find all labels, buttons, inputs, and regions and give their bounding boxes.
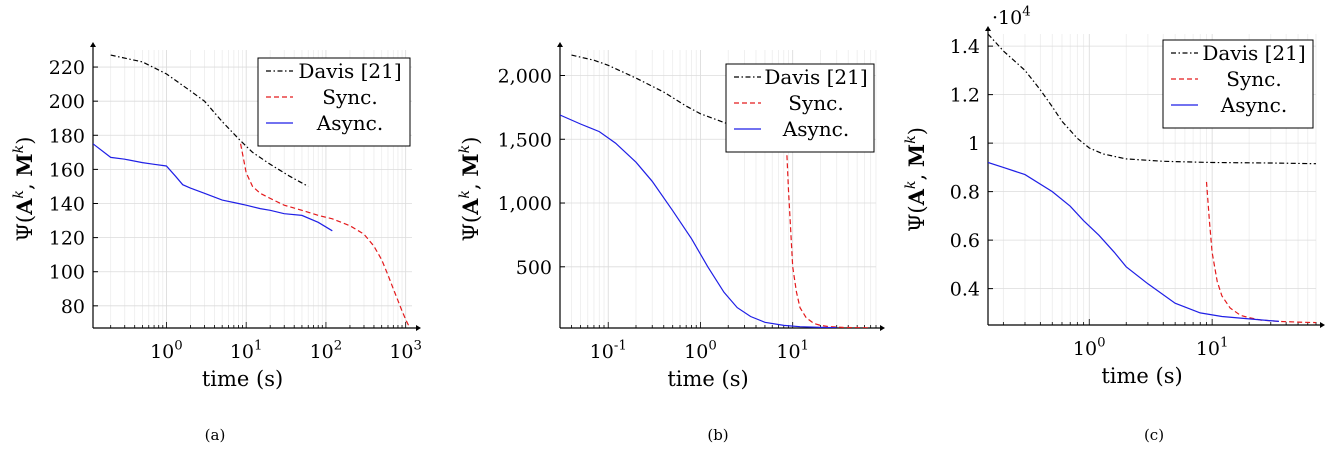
x-axis-arrow — [416, 325, 421, 331]
x-tick-label: 103 — [389, 338, 422, 363]
y-axis-arrow — [985, 26, 991, 31]
legend-label: Sync. — [1226, 67, 1281, 91]
x-tick-label: 100 — [150, 338, 183, 363]
chart-panel-3: 100 101 0.4 0.6 0.8 1 1.2 1.4 ·104 time (s) Ψ(Ak, … — [903, 4, 1325, 444]
panel-caption: (b) — [707, 426, 728, 444]
legend: Davis [21]Sync.Async. — [725, 63, 875, 153]
x-tick-label: 101 — [230, 338, 263, 363]
y-tick-label: 1.2 — [950, 85, 980, 107]
legend-label: Sync. — [322, 85, 377, 109]
y-axis-label: Ψ(Ak, Mk) — [11, 136, 37, 241]
x-tick-label: 100 — [684, 338, 717, 363]
y-tick-label: 80 — [61, 296, 85, 318]
legend-box — [725, 63, 875, 153]
legend: Davis [21]Sync.Async. — [1162, 39, 1314, 129]
legend-label: Davis [21] — [1202, 41, 1305, 65]
legend-box — [257, 57, 411, 147]
x-axis-label: time (s) — [667, 367, 748, 391]
x-axis-label: time (s) — [202, 367, 283, 391]
legend-label: Async. — [782, 117, 849, 141]
y-axis-arrow — [90, 42, 96, 47]
x-tick-label: 102 — [310, 338, 343, 363]
y-tick-label: 0.8 — [950, 182, 980, 204]
y-tick-label: 140 — [49, 193, 85, 215]
y-tick-label: 200 — [49, 91, 85, 113]
x-tick-label: 100 — [1073, 335, 1106, 360]
legend-box — [1162, 39, 1314, 129]
y-tick-label: 1,500 — [498, 129, 552, 151]
series-group — [93, 54, 410, 327]
y-axis-label: Ψ(Ak, Mk) — [457, 136, 483, 241]
legend-label: Sync. — [788, 91, 843, 115]
series-line-sync — [785, 139, 871, 328]
y-tick-label: 100 — [49, 262, 85, 284]
legend-label: Davis [21] — [298, 59, 401, 83]
y-tick-label: 120 — [49, 228, 85, 250]
series-line-davis-21 — [988, 33, 1317, 165]
y-tick-label: 1 — [968, 133, 980, 155]
legend-label: Davis [21] — [764, 65, 867, 89]
legend-label: Async. — [316, 111, 383, 135]
chart-panel-2: 10-1 100 101 500 1,000 1,500 2,000 time (s) Ψ(Ak… — [457, 42, 885, 444]
chart-panel-1: 100 101 102 103 80 100 120 140 160 180 200 220 time … — [11, 42, 422, 444]
y-tick-label: 500 — [516, 257, 552, 279]
y-tick-label: 1.4 — [950, 36, 980, 58]
series-line-async — [93, 143, 333, 232]
panel-caption: (c) — [1144, 426, 1164, 444]
y-axis-label: Ψ(Ak, Mk) — [903, 127, 929, 232]
legend-label: Async. — [1220, 93, 1287, 117]
x-axis-arrow — [880, 325, 885, 331]
y-exponent-label: ·104 — [992, 4, 1031, 29]
series-group — [988, 33, 1317, 324]
x-tick-label: 101 — [1196, 335, 1229, 360]
legend: Davis [21]Sync.Async. — [257, 57, 411, 147]
x-axis-label: time (s) — [1101, 364, 1182, 388]
y-tick-label: 2,000 — [498, 66, 552, 88]
series-line-sync — [240, 143, 410, 327]
series-line-sync — [1205, 181, 1317, 324]
y-tick-label: 0.6 — [950, 230, 980, 252]
panel-caption: (a) — [205, 426, 226, 444]
y-tick-label: 1,000 — [498, 193, 552, 215]
x-tick-label: 101 — [776, 338, 809, 363]
y-tick-label: 160 — [49, 159, 85, 181]
axes — [985, 26, 1325, 328]
y-tick-label: 220 — [49, 57, 85, 79]
x-axis-arrow — [1320, 322, 1325, 328]
x-tick-label: 10-1 — [590, 338, 627, 363]
series-line-async — [560, 114, 837, 328]
y-tick-label: 0.4 — [950, 279, 980, 301]
axes — [90, 42, 421, 331]
series-line-async — [988, 161, 1280, 322]
y-axis-arrow — [557, 42, 563, 47]
series-line-davis-21 — [110, 54, 309, 187]
y-tick-label: 180 — [49, 125, 85, 147]
